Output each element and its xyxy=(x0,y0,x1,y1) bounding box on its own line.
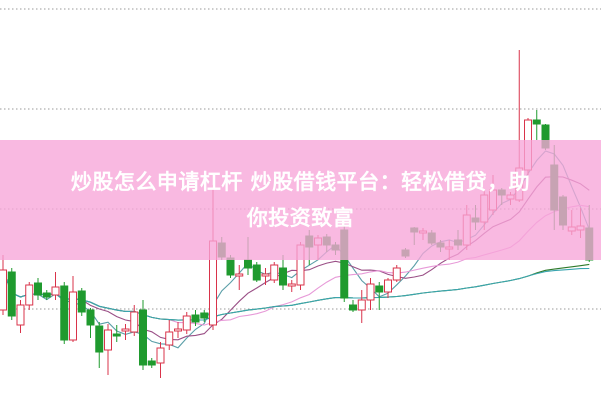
candle-body xyxy=(270,264,279,281)
candle-body xyxy=(112,333,121,337)
candle-body xyxy=(200,312,209,319)
candle-body xyxy=(244,259,252,269)
candle-body xyxy=(147,360,156,366)
candle-body xyxy=(287,283,296,287)
candle-body xyxy=(191,314,200,323)
candle-body xyxy=(366,283,375,301)
candle-body xyxy=(349,304,357,311)
candle-body xyxy=(384,279,392,293)
candle-body xyxy=(279,267,287,286)
candle-body xyxy=(86,309,95,326)
candle-body xyxy=(51,286,60,296)
title-banner: 炒股怎么申请杠杆 炒股借钱平台：轻松借贷，助 你投资致富 xyxy=(0,140,601,260)
candle-body xyxy=(156,347,165,364)
candle-body xyxy=(104,329,112,351)
candle-body xyxy=(95,325,104,353)
candle-body xyxy=(165,331,174,346)
candle-body xyxy=(7,271,16,317)
candle-body xyxy=(25,284,34,306)
candle-body xyxy=(357,299,366,311)
candle-body xyxy=(69,291,77,341)
candle-body xyxy=(174,328,182,332)
candle-body xyxy=(182,315,191,331)
candle-body xyxy=(0,269,7,311)
candle-body xyxy=(261,273,270,277)
candle-body xyxy=(130,311,139,333)
candle-body xyxy=(139,309,147,366)
candle-body xyxy=(226,257,235,276)
candle-body xyxy=(532,119,541,125)
candle-body xyxy=(235,273,244,277)
title-line-1: 炒股怎么申请杠杆 炒股借钱平台：轻松借贷，助 xyxy=(70,170,531,194)
candle-body xyxy=(392,267,401,281)
candle-body xyxy=(252,264,261,281)
ma120-line xyxy=(2,267,590,321)
title-line-2: 你投资致富 xyxy=(246,206,355,230)
candle-body xyxy=(16,304,25,326)
candle-body xyxy=(34,282,42,296)
candle-body xyxy=(60,285,69,341)
candle-body xyxy=(42,292,51,298)
candle-body xyxy=(121,328,130,332)
candle-body xyxy=(375,285,384,293)
candle-body xyxy=(77,290,86,313)
